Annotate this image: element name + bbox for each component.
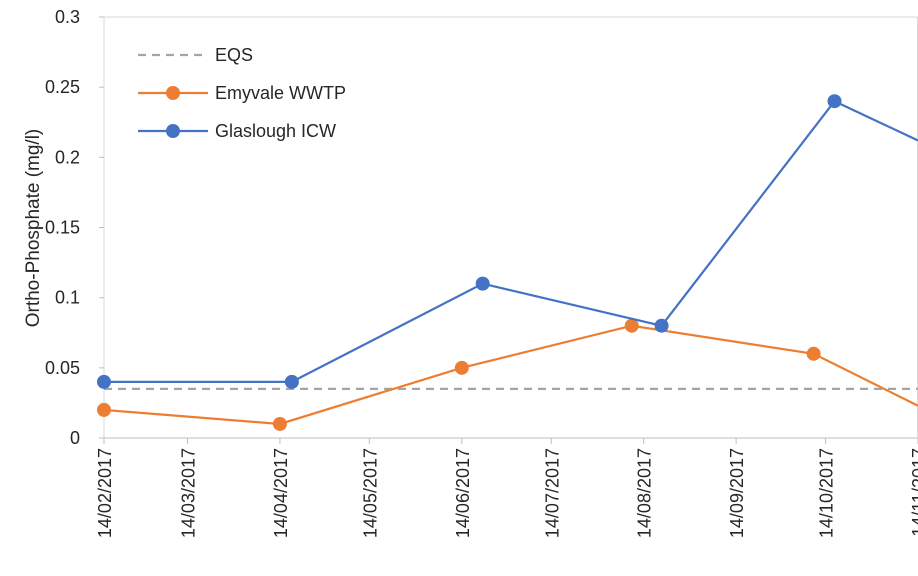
data-point (827, 94, 842, 109)
series-layer (97, 94, 918, 431)
x-tick-label: 14/03/2017 (178, 448, 198, 538)
y-tick-label: 0.3 (55, 7, 80, 27)
y-tick-label: 0.1 (55, 288, 80, 308)
legend-marker-emyvale-wwtp (166, 86, 180, 100)
y-axis-title: Ortho-Phosphate (mg/l) (23, 129, 44, 328)
data-point (806, 346, 821, 361)
x-tick-label: 14/11/2017 (909, 448, 918, 537)
y-tick-label: 0.05 (45, 358, 80, 378)
series-glaslough-icw (97, 94, 918, 389)
data-point (97, 402, 111, 417)
data-point (475, 276, 490, 291)
series-emyvale-wwtp (97, 318, 918, 431)
x-tick-label: 14/06/2017 (453, 448, 473, 538)
x-tick-label: 14/04/2017 (271, 448, 291, 538)
legend-marker-glaslough-icw (166, 124, 180, 138)
series-line-glaslough-icw (104, 99, 918, 383)
x-tick-label: 14/10/2017 (817, 448, 837, 538)
legend-label-glaslough-icw: Glaslough ICW (215, 121, 336, 141)
y-tick-label: 0 (70, 428, 80, 448)
y-tick-label: 0.2 (55, 147, 80, 167)
legend-label-eqs: EQS (215, 45, 253, 65)
y-tick-label: 0.15 (45, 218, 80, 238)
x-tick-label: 14/08/2017 (635, 448, 655, 538)
data-point (454, 360, 469, 375)
data-point (97, 374, 111, 389)
x-tick-label: 14/09/2017 (727, 448, 747, 538)
data-point (654, 318, 669, 333)
data-point (272, 416, 287, 431)
data-point (624, 318, 639, 333)
x-tick-label: 14/02/2017 (95, 448, 115, 538)
y-tick-label: 0.25 (45, 77, 80, 97)
legend: EQS Emyvale WWTP Glaslough ICW (138, 45, 346, 141)
legend-label-emyvale-wwtp: Emyvale WWTP (215, 83, 346, 103)
axes: 0 0.05 0.1 0.15 0.2 0.25 0.3 14/02/2017 14/03/20… (45, 7, 918, 538)
series-line-emyvale-wwtp (103, 324, 918, 426)
x-tick-label: 14/07/2017 (542, 448, 562, 538)
data-point (284, 374, 299, 389)
x-tick-label: 14/05/2017 (360, 448, 380, 538)
